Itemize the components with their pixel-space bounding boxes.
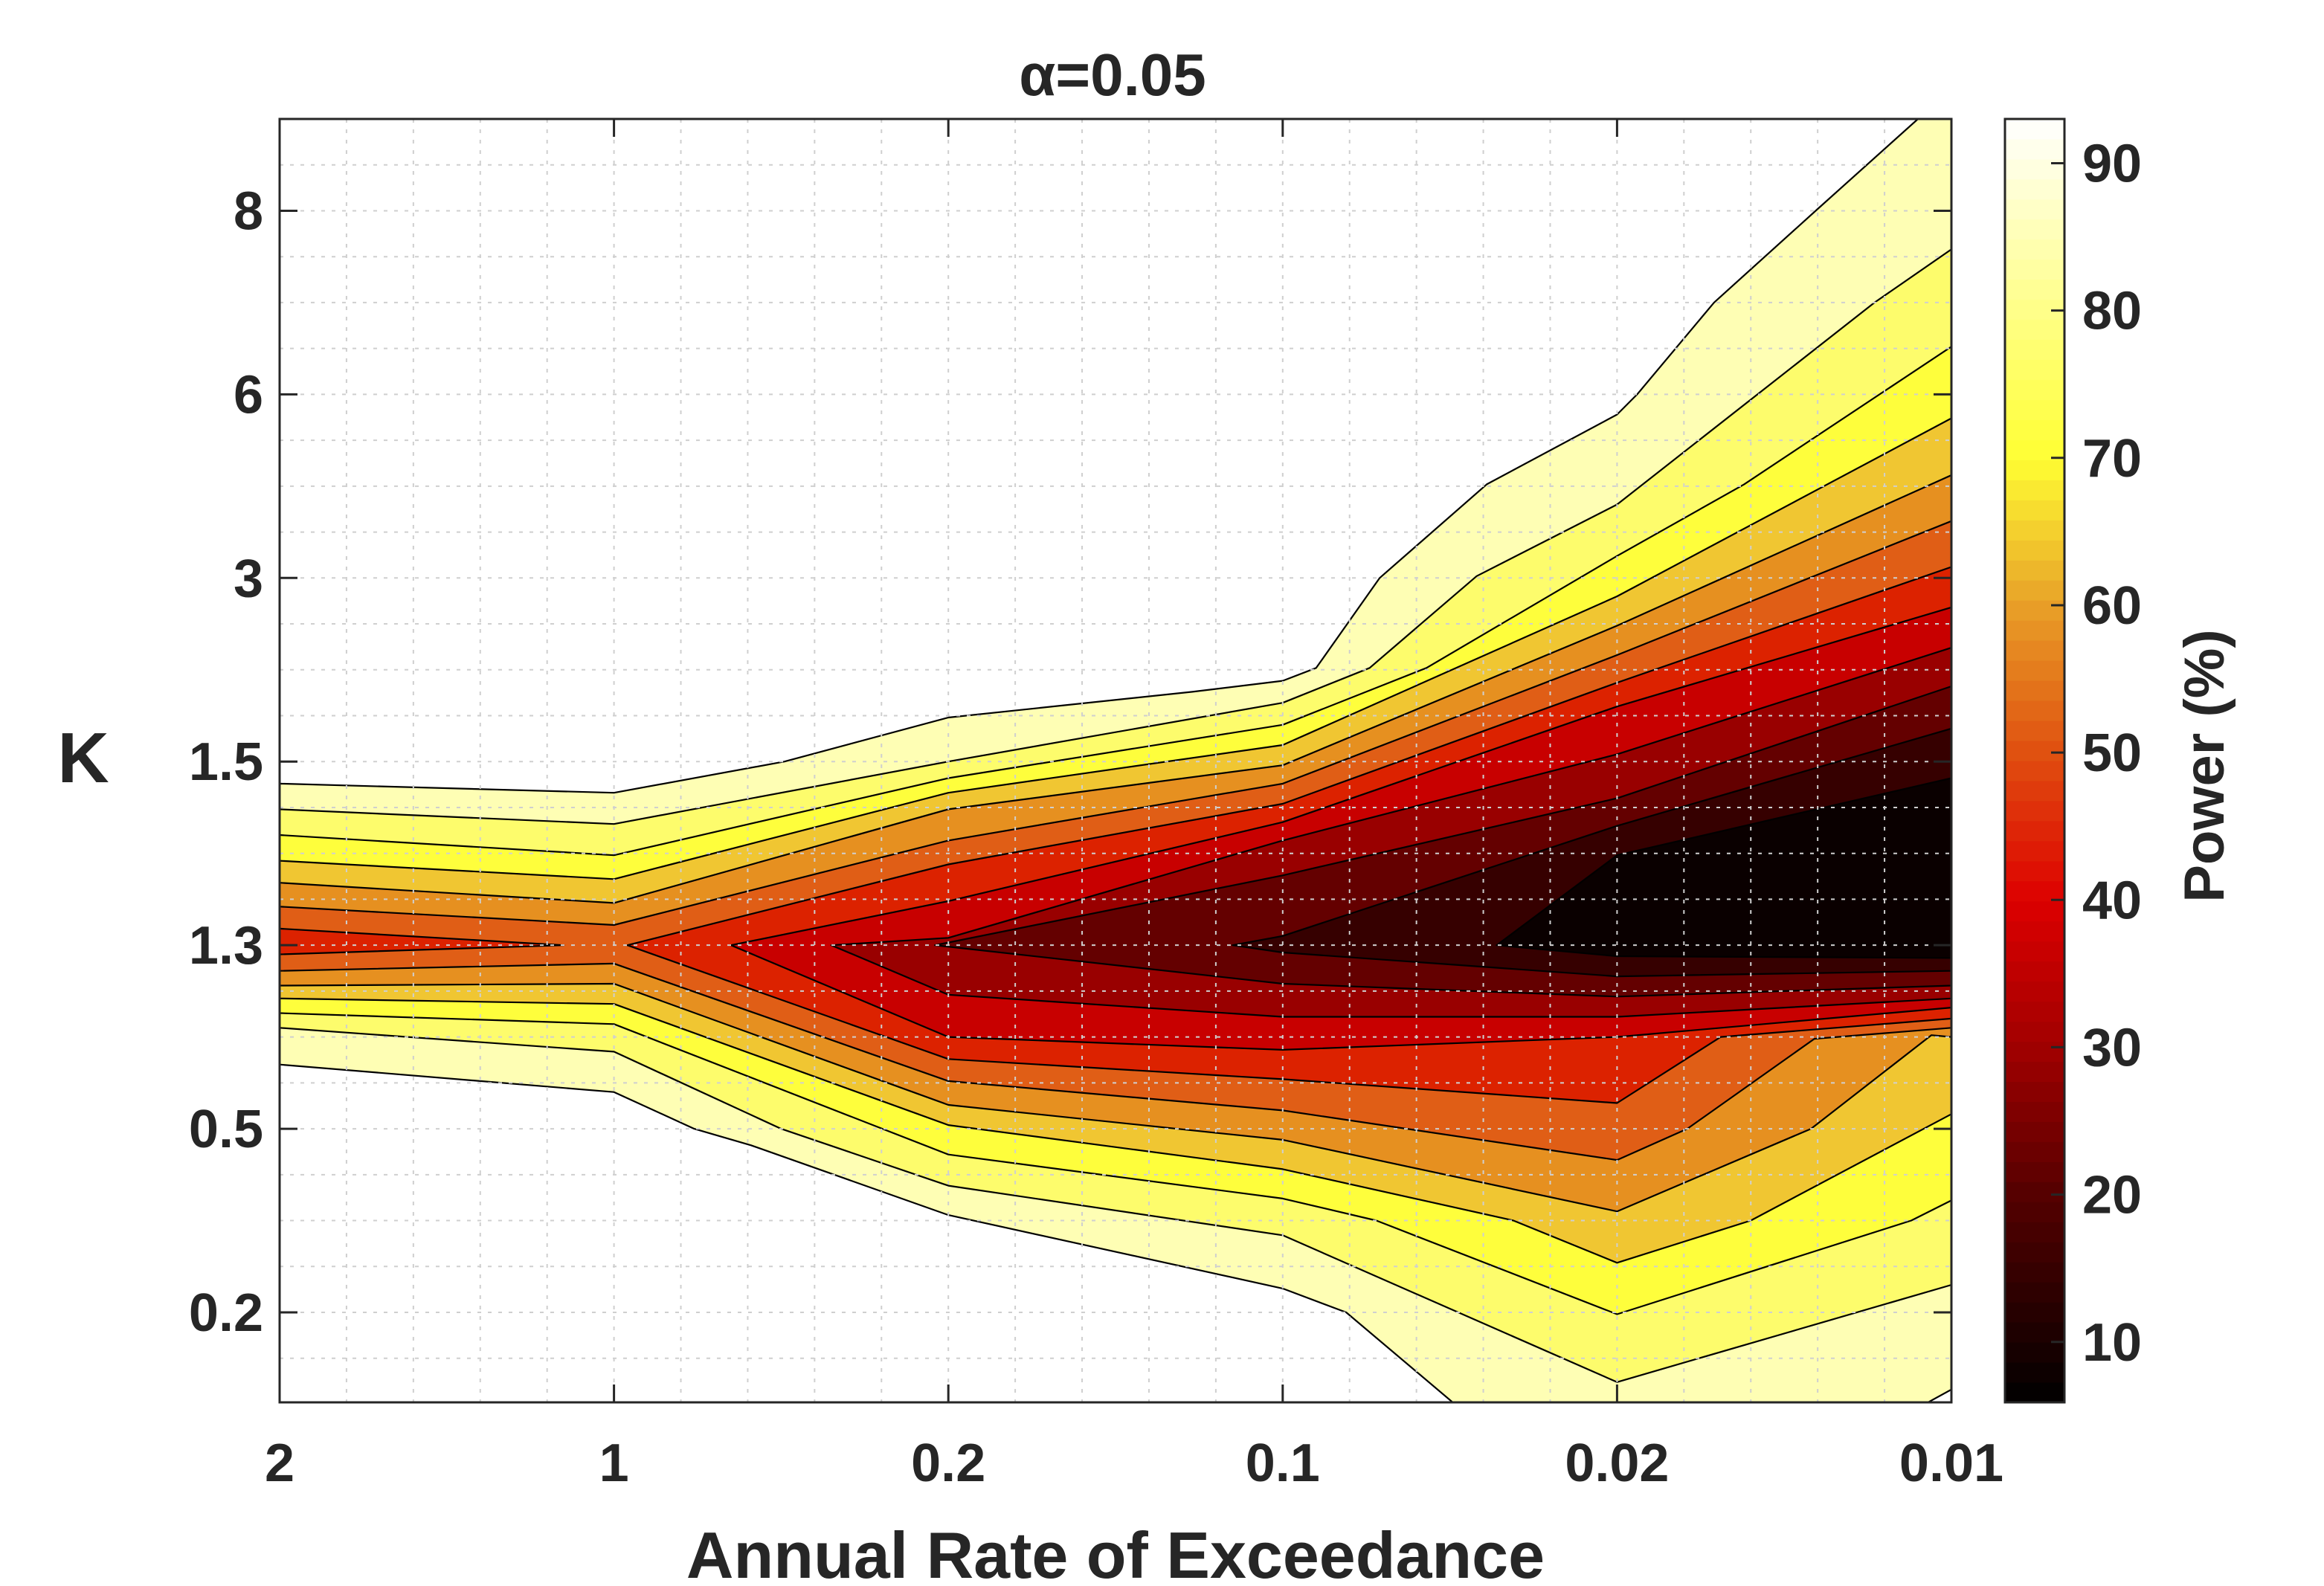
colorbar-swatch: [2005, 138, 2064, 160]
contour-region-9: [1496, 777, 1951, 959]
colorbar-swatch: [2005, 319, 2064, 341]
colorbar-swatch: [2005, 1161, 2064, 1182]
colorbar-swatch: [2005, 720, 2064, 741]
colorbar-tick-label: 70: [2082, 429, 2142, 489]
colorbar-swatch: [2005, 760, 2064, 781]
colorbar-swatch: [2005, 118, 2064, 140]
colorbar-swatch: [2005, 800, 2064, 822]
colorbar-swatch: [2005, 519, 2064, 541]
colorbar-swatch: [2005, 539, 2064, 561]
colorbar-swatch: [2005, 1081, 2064, 1102]
colorbar-swatch: [2005, 259, 2064, 280]
colorbar-swatch: [2005, 379, 2064, 401]
colorbar-swatch: [2005, 239, 2064, 260]
colorbar-swatch: [2005, 499, 2064, 520]
colorbar-frame: [2003, 117, 2066, 1404]
colorbar-swatch: [2005, 700, 2064, 721]
colorbar-swatch: [2005, 981, 2064, 1002]
colorbar-swatch: [2005, 1141, 2064, 1162]
colorbar-swatch: [2005, 459, 2064, 480]
y-tick-label: 1.3: [189, 916, 263, 976]
colorbar-swatch: [2005, 1021, 2064, 1042]
colorbar-swatch: [2005, 1361, 2064, 1383]
colorbar-swatch: [2005, 339, 2064, 361]
colorbar-swatch: [2005, 1321, 2064, 1343]
colorbar: 10 20 30 40 50 60 70 80 90: [2005, 118, 2142, 1403]
axes: 2 1 0.2 0.1 0.02 0.01 0.2 0.5 1.3 1.5 3 6 8: [189, 119, 2003, 1493]
x-tick-label: 0.02: [1565, 1434, 1669, 1493]
y-tick-label: 3: [234, 549, 263, 608]
colorbar-swatch: [2005, 1001, 2064, 1022]
colorbar-swatch: [2005, 1281, 2064, 1303]
colorbar-tick-label: 30: [2082, 1018, 2142, 1077]
colorbar-tick-label: 60: [2082, 576, 2142, 636]
colorbar-swatch: [2005, 359, 2064, 381]
grid-lines: [280, 119, 1951, 1402]
colorbar-swatch: [2005, 1382, 2064, 1403]
colorbar-swatch: [2005, 399, 2064, 421]
colorbar-tick-label: 10: [2082, 1313, 2142, 1373]
colorbar-swatch: [2005, 1041, 2064, 1063]
colorbar-swatch: [2005, 1061, 2064, 1082]
y-axis-label: K: [57, 718, 109, 798]
y-tick-label: 0.5: [189, 1100, 263, 1159]
colorbar-tick-label: 80: [2082, 282, 2142, 341]
colorbar-tick-label: 90: [2082, 134, 2142, 193]
colorbar-swatch: [2005, 740, 2064, 761]
colorbar-label: Power (%): [2173, 629, 2236, 902]
x-tick-label: 1: [599, 1434, 629, 1493]
colorbar-swatch: [2005, 219, 2064, 240]
colorbar-tick-label: 20: [2082, 1166, 2142, 1225]
colorbar-swatch: [2005, 1221, 2064, 1242]
plot-frame: [278, 117, 1953, 1404]
contour-region-44: [280, 927, 565, 955]
colorbar-swatch: [2005, 1301, 2064, 1323]
colorbar-swatch: [2005, 619, 2064, 641]
colorbar-tick-label: 50: [2082, 723, 2142, 783]
y-tick-label: 1.5: [189, 732, 263, 792]
contour-regions: [280, 119, 1951, 1402]
colorbar-swatch: [2005, 559, 2064, 581]
colorbar-swatch: [2005, 880, 2064, 902]
y-tick-label: 8: [234, 181, 263, 241]
colorbar-swatch: [2005, 599, 2064, 621]
colorbar-swatch: [2005, 579, 2064, 601]
colorbar-swatch: [2005, 419, 2064, 440]
chart-title: α=0.05: [1019, 42, 1206, 108]
colorbar-swatch: [2005, 1100, 2064, 1122]
colorbar-swatch: [2005, 840, 2064, 862]
colorbar-swatch: [2005, 279, 2064, 300]
colorbar-swatch: [2005, 860, 2064, 882]
colorbar-tick-label: 40: [2082, 871, 2142, 930]
colorbar-swatch: [2005, 1201, 2064, 1222]
colorbar-swatch: [2005, 158, 2064, 180]
x-tick-label: 2: [265, 1434, 294, 1493]
colorbar-swatch: [2005, 1241, 2064, 1263]
x-axis-label: Annual Rate of Exceedance: [686, 1518, 1545, 1586]
colorbar-swatch: [2005, 1181, 2064, 1202]
y-tick-label: 0.2: [189, 1283, 263, 1343]
colorbar-swatch: [2005, 780, 2064, 802]
colorbar-swatch: [2005, 900, 2064, 922]
colorbar-swatch: [2005, 1341, 2064, 1363]
colorbar-swatch: [2005, 941, 2064, 962]
colorbar-swatch: [2005, 660, 2064, 681]
colorbar-swatch: [2005, 639, 2064, 661]
x-tick-label: 0.01: [1899, 1434, 2003, 1493]
colorbar-swatch: [2005, 1121, 2064, 1142]
colorbar-swatch: [2005, 479, 2064, 500]
y-tick-label: 6: [234, 365, 263, 425]
colorbar-swatch: [2005, 961, 2064, 982]
colorbar-swatch: [2005, 1261, 2064, 1283]
colorbar-swatch: [2005, 921, 2064, 942]
colorbar-swatch: [2005, 680, 2064, 701]
colorbar-swatch: [2005, 178, 2064, 200]
colorbar-swatch: [2005, 820, 2064, 842]
x-tick-label: 0.1: [1246, 1434, 1320, 1493]
colorbar-swatch: [2005, 199, 2064, 220]
x-tick-label: 0.2: [911, 1434, 985, 1493]
